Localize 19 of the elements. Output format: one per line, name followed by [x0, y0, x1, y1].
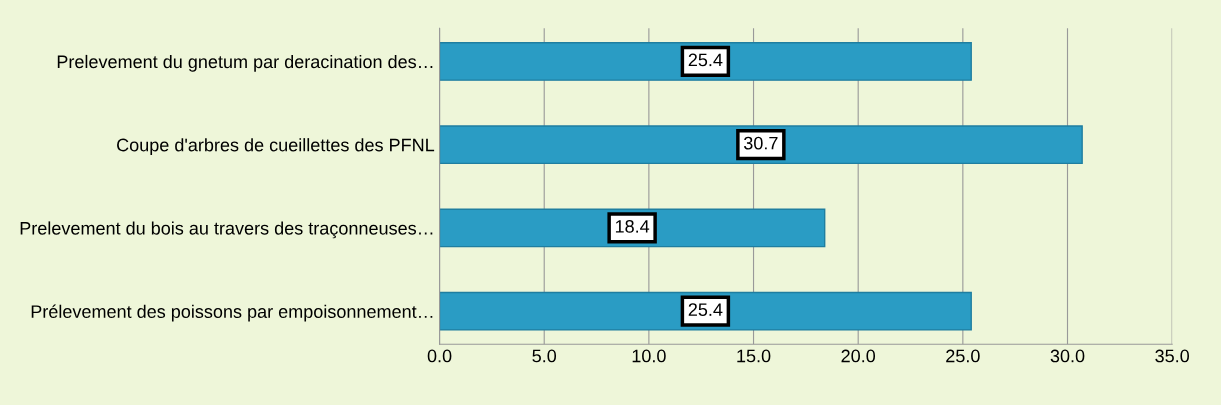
- y-tick-label: Prelevement du bois au travers des traçonneuses…: [20, 221, 433, 239]
- data-label: 25.4: [688, 53, 723, 67]
- bar: [439, 125, 1083, 165]
- y-tick-label: Prelevement du gnetum par deracination des…: [57, 54, 433, 72]
- x-tick-label: 15.0: [737, 349, 771, 363]
- data-label: 18.4: [615, 219, 650, 233]
- data-label: 25.4: [688, 303, 723, 317]
- x-tick-label: 25.0: [946, 349, 980, 363]
- x-tick-label: 5.0: [532, 349, 557, 363]
- x-tick-label: 30.0: [1050, 349, 1085, 363]
- y-tick-label: Coupe d'arbres de cueillettes des PFNL: [117, 138, 435, 155]
- x-tick-label: 20.0: [841, 349, 876, 363]
- y-tick-label: Prélevement des poissons par empoisonnement…: [31, 304, 433, 322]
- bar: [439, 291, 972, 331]
- x-tick-label: 0.0: [427, 349, 452, 363]
- x-tick-label: 10.0: [632, 349, 666, 363]
- data-label: 30.7: [743, 136, 778, 150]
- x-tick-label: 35.0: [1155, 349, 1190, 363]
- bar: [439, 42, 972, 81]
